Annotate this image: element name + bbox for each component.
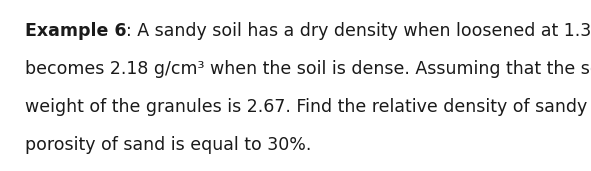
Text: weight of the granules is 2.67. Find the relative density of sandy soils when th: weight of the granules is 2.67. Find the… [25,98,591,116]
Text: : A sandy soil has a dry density when loosened at 1.36 g/cm³ and: : A sandy soil has a dry density when lo… [126,22,591,40]
Text: porosity of sand is equal to 30%.: porosity of sand is equal to 30%. [25,136,311,154]
Text: Example 6: Example 6 [25,22,126,40]
Text: becomes 2.18 g/cm³ when the soil is dense. Assuming that the solid specific: becomes 2.18 g/cm³ when the soil is dens… [25,60,591,78]
